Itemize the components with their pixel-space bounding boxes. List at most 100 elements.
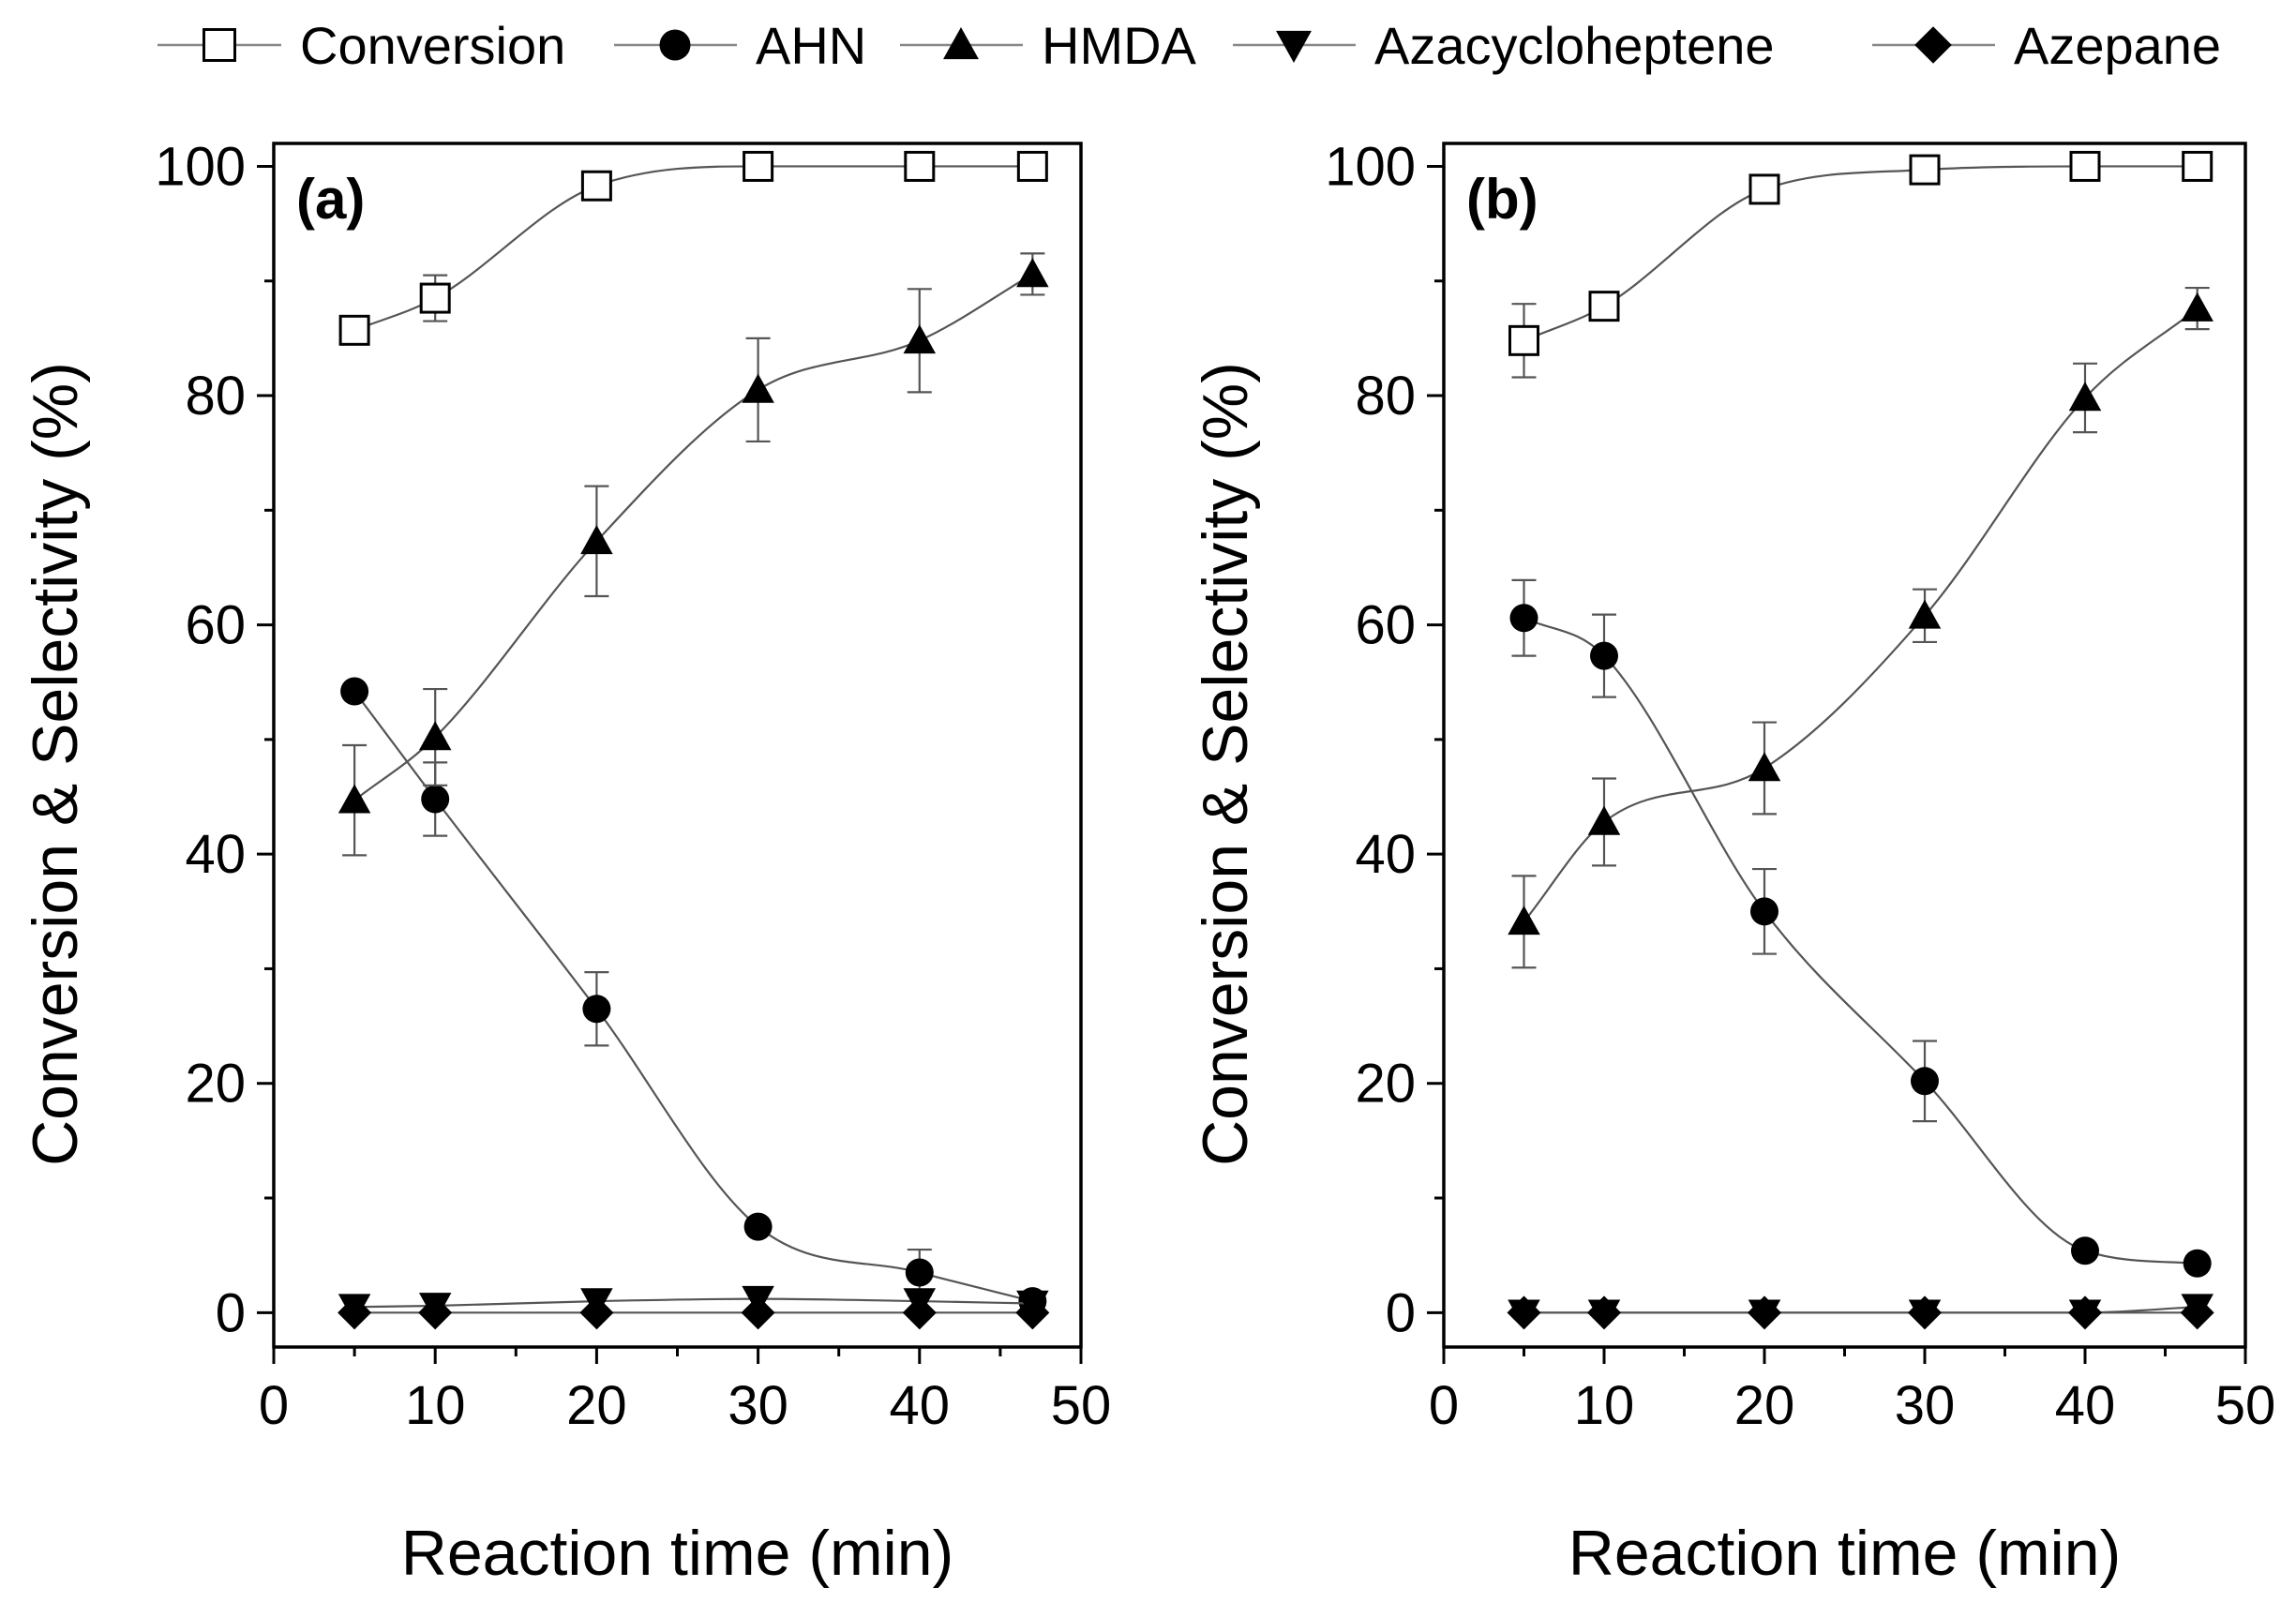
point-ahn [2183, 1249, 2212, 1278]
point-ahn [1590, 641, 1618, 670]
legend-label-conversion: Conversion [300, 16, 565, 75]
point-hmda [1016, 258, 1049, 288]
point-ahn [340, 677, 369, 706]
point-conversion [904, 150, 936, 182]
point-azepane [2180, 1295, 2214, 1330]
y-tick-label: 60 [1355, 595, 1416, 656]
panel-label: (a) [296, 168, 365, 231]
point-azepane [741, 1295, 775, 1330]
legend: Conversion AHN HMDA Azacycloheptene Azepane [158, 16, 2221, 75]
point-hmda [2068, 382, 2102, 412]
point-azepane [1908, 1295, 1942, 1330]
point-azepane [579, 1295, 614, 1330]
point-ahn [421, 785, 450, 814]
point-ahn [1911, 1067, 1939, 1096]
point-hmda [418, 721, 452, 751]
series-ahn [340, 677, 1047, 1316]
point-conversion [580, 170, 612, 202]
x-tick-label: 10 [1574, 1375, 1635, 1436]
point-hmda [742, 373, 774, 403]
legend-label-azacycloheptene: Azacycloheptene [1374, 16, 1775, 75]
point-ahn [1509, 604, 1538, 633]
point-conversion [2182, 150, 2213, 182]
point-hmda [1587, 805, 1621, 835]
legend-item-azacycloheptene: Azacycloheptene [1233, 16, 1775, 75]
series-hmda [1508, 286, 2213, 969]
point-conversion [1508, 324, 1539, 356]
legend-item-ahn: AHN [614, 16, 866, 75]
y-tick-label: 80 [185, 366, 246, 427]
point-ahn [582, 995, 611, 1024]
x-tick-label: 50 [2215, 1375, 2276, 1436]
legend-item-hmda: HMDA [900, 16, 1197, 75]
x-tick-label: 30 [728, 1375, 788, 1436]
x-tick-label: 20 [566, 1375, 627, 1436]
fit-line-azacycloheptene [354, 1297, 1033, 1309]
x-tick-label: 0 [1429, 1375, 1459, 1436]
series-conversion [1508, 150, 2213, 379]
y-tick-label: 20 [1355, 1054, 1416, 1115]
point-conversion [1016, 150, 1048, 182]
x-tick-label: 30 [1895, 1375, 1956, 1436]
point-azepane [1507, 1295, 1541, 1330]
x-tick-label: 40 [890, 1375, 951, 1436]
y-axis-title: Conversion & Selectivity (%) [1190, 362, 1261, 1166]
point-azepane [418, 1295, 453, 1330]
y-tick-label: 80 [1355, 366, 1416, 427]
point-hmda [1748, 752, 1781, 782]
series-azepane [1507, 1295, 2214, 1330]
point-ahn [1750, 897, 1778, 926]
point-azepane [338, 1295, 372, 1330]
y-tick-label: 20 [185, 1054, 246, 1115]
y-tick-label: 40 [185, 824, 246, 885]
point-conversion [1909, 154, 1941, 186]
point-hmda [1908, 599, 1942, 629]
fit-line-ahn [353, 690, 1033, 1303]
y-tick-label: 0 [216, 1282, 246, 1343]
x-tick-label: 10 [405, 1375, 466, 1436]
fit-line-hmda [1523, 307, 2198, 923]
series-azepane [338, 1295, 1050, 1330]
point-azepane [2068, 1295, 2102, 1330]
filled-circle-icon [659, 29, 691, 61]
point-conversion [419, 282, 451, 314]
point-azepane [1748, 1295, 1781, 1330]
y-tick-label: 100 [155, 136, 246, 197]
panel-label: (b) [1466, 168, 1538, 231]
legend-label-azepane: Azepane [2014, 16, 2221, 75]
series-conversion [338, 150, 1048, 346]
series-hmda [338, 252, 1049, 857]
y-axis-title: Conversion & Selectivity (%) [20, 362, 91, 1166]
y-tick-label: 100 [1325, 136, 1416, 197]
fit-line-ahn [1523, 617, 2198, 1265]
point-azepane [902, 1295, 937, 1330]
point-hmda [338, 784, 371, 814]
y-tick-label: 60 [185, 595, 246, 656]
series-ahn [1509, 578, 2212, 1278]
point-ahn [905, 1258, 934, 1287]
x-tick-label: 0 [259, 1375, 289, 1436]
fit-line-conversion [353, 165, 1033, 332]
x-tick-label: 20 [1734, 1375, 1795, 1436]
filled-triangle-up-icon [943, 27, 979, 60]
point-azepane [1015, 1295, 1050, 1330]
point-hmda [580, 525, 613, 555]
legend-label-hmda: HMDA [1042, 16, 1197, 75]
x-axis-title: Reaction time (min) [401, 1518, 954, 1589]
filled-diamond-icon [1914, 26, 1952, 64]
legend-item-azepane: Azepane [1872, 16, 2221, 75]
panel-a: 0 10 20 30 40 50 0 20 40 60 80 100 Reaction time (mi… [20, 136, 1111, 1589]
point-ahn [2071, 1236, 2099, 1265]
point-ahn [743, 1212, 773, 1241]
legend-item-conversion: Conversion [158, 16, 565, 75]
point-conversion [338, 314, 370, 346]
x-tick-label: 40 [2055, 1375, 2116, 1436]
legend-label-ahn: AHN [756, 16, 866, 75]
filled-triangle-down-icon [1276, 30, 1312, 63]
point-azepane [1587, 1295, 1621, 1330]
fit-line-conversion [1523, 165, 2198, 342]
y-tick-label: 0 [1386, 1282, 1416, 1343]
point-conversion [1588, 291, 1620, 322]
x-axis-title: Reaction time (min) [1568, 1518, 2122, 1589]
